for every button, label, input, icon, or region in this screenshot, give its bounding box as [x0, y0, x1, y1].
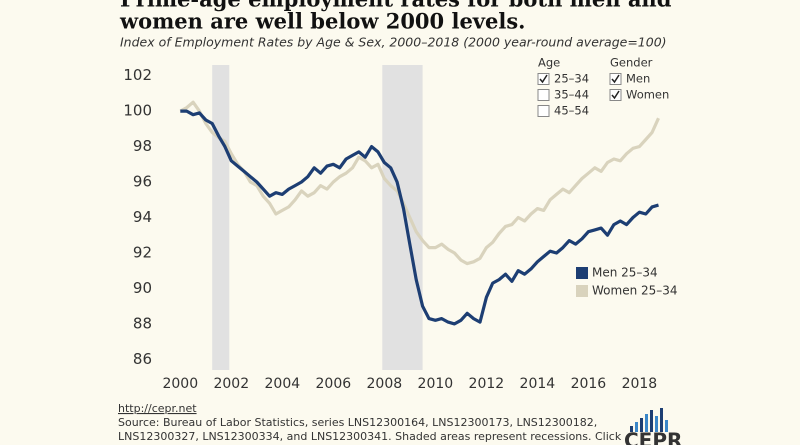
- checkbox[interactable]: [537, 73, 550, 85]
- y-tick-label: 102: [123, 66, 152, 84]
- y-tick-label: 94: [133, 208, 152, 226]
- legend-label: Men 25–34: [592, 266, 658, 280]
- x-tick-label: 2010: [418, 376, 454, 392]
- x-tick-label: 2008: [367, 376, 403, 392]
- logo-bar: [660, 408, 663, 432]
- series-line: [180, 109, 659, 326]
- x-tick-label: 2004: [265, 376, 301, 392]
- chart-title: women are well below 2000 levels.: [119, 9, 525, 34]
- logo-bar: [635, 422, 638, 432]
- checkbox-label: 35–44: [554, 88, 589, 102]
- checkbox-label: Men: [626, 72, 650, 86]
- series-line: [179, 100, 660, 266]
- chart-subtitle: Index of Employment Rates by Age & Sex, …: [120, 35, 667, 50]
- checkbox-label: 25–34: [554, 72, 589, 86]
- source-note: Source: Bureau of Labor Statistics, seri…: [118, 416, 597, 429]
- control-title: Gender: [610, 56, 653, 70]
- logo-bar: [665, 420, 668, 432]
- logo: CEPR: [624, 429, 682, 445]
- x-tick-label: 2014: [520, 376, 556, 392]
- legend-label: Women 25–34: [592, 284, 678, 298]
- logo-bar: [645, 414, 648, 432]
- x-tick-label: 2000: [162, 376, 198, 392]
- y-tick-label: 90: [133, 279, 152, 297]
- y-tick-label: 92: [133, 243, 152, 261]
- logo-bar: [630, 426, 633, 432]
- source-note: LNS12300327, LNS12300334, and LNS1230034…: [118, 430, 622, 443]
- checkbox[interactable]: [609, 89, 622, 101]
- x-tick-label: 2018: [622, 376, 658, 392]
- x-tick-label: 2016: [571, 376, 607, 392]
- y-tick-label: 96: [133, 173, 152, 191]
- checkbox-label: 45–54: [554, 104, 589, 118]
- checkbox[interactable]: [537, 89, 550, 101]
- logo-bar: [650, 410, 653, 432]
- logo-bar: [640, 418, 643, 432]
- source-link[interactable]: http://cepr.net: [118, 402, 197, 415]
- legend-swatch: [576, 285, 588, 297]
- x-tick-label: 2002: [213, 376, 249, 392]
- y-tick-label: 100: [123, 102, 152, 120]
- logo-bar: [655, 416, 658, 432]
- checkbox[interactable]: [609, 73, 622, 85]
- checkmark: [539, 74, 548, 84]
- y-tick-label: 88: [133, 314, 152, 332]
- y-tick-label: 86: [133, 350, 152, 368]
- checkbox[interactable]: [537, 105, 550, 117]
- control-title: Age: [538, 56, 560, 70]
- recession-band: [382, 65, 423, 370]
- legend-swatch: [576, 267, 588, 279]
- checkbox-label: Women: [626, 88, 669, 102]
- x-tick-label: 2012: [469, 376, 505, 392]
- y-tick-label: 98: [133, 137, 152, 155]
- recession-band: [212, 65, 230, 370]
- x-tick-label: 2006: [316, 376, 352, 392]
- chart-title: Prime-age employment rates for both men …: [120, 0, 672, 12]
- checkmark: [611, 74, 620, 84]
- checkmark: [611, 90, 620, 100]
